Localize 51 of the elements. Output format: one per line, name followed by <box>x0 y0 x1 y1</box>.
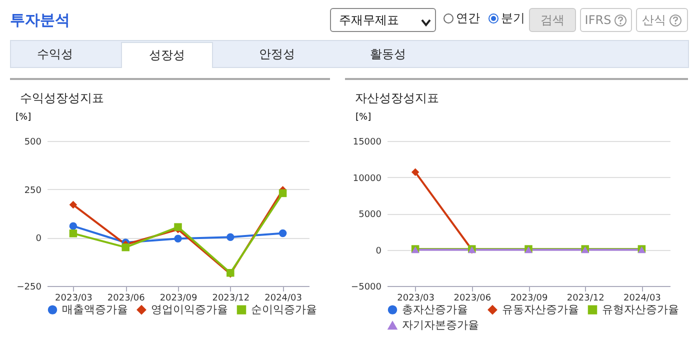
point <box>69 222 78 230</box>
y-tick-label: −5000 <box>351 282 382 292</box>
x-tick-label: 2023/12 <box>212 294 250 304</box>
x-tick-label: 2023/06 <box>454 294 492 304</box>
legend-label: 총자산증가율 <box>402 302 468 316</box>
text: 검색 <box>529 8 576 32</box>
legend-label: 자기자본증가율 <box>402 318 479 332</box>
text: 산식 <box>642 12 666 28</box>
point <box>174 223 182 231</box>
point <box>69 200 78 209</box>
y-axis-title: [%] <box>16 112 32 122</box>
y-axis-title: [%] <box>356 112 372 122</box>
point <box>69 230 78 238</box>
chart-title: 자산성장성지표 <box>355 90 439 107</box>
y-tick-label: 0 <box>376 246 382 256</box>
x-tick-label: 2023/03 <box>397 294 434 304</box>
point <box>411 168 420 176</box>
y-tick-label: 5000 <box>358 210 382 220</box>
x-tick-label: 2023/09 <box>510 294 548 304</box>
text: 투자분석 <box>10 11 70 30</box>
legend-label: 유동자산증가율 <box>502 302 579 316</box>
y-tick-label: 500 <box>24 138 42 148</box>
text: 수익성 <box>36 46 74 63</box>
y-tick-label: 0 <box>36 234 42 244</box>
legend-label: 영업이익증가율 <box>151 302 228 316</box>
y-tick-label: −250 <box>16 282 42 292</box>
y-tick-label: 250 <box>24 186 42 196</box>
text: 활동성 <box>369 46 407 63</box>
x-tick-label: 2024/03 <box>264 294 302 304</box>
chart-title: 수익성장성지표 <box>20 90 104 107</box>
x-tick-label: 2023/06 <box>107 294 146 304</box>
point <box>278 189 287 198</box>
legend-label: 유형자산증가율 <box>602 302 679 316</box>
text: 성장성 <box>121 42 213 68</box>
x-tick-label: 2023/12 <box>566 294 604 304</box>
point <box>122 243 130 252</box>
point <box>226 233 234 241</box>
y-tick-label: 15000 <box>352 138 382 148</box>
text: IFRS <box>584 13 612 27</box>
x-tick-label: 2023/09 <box>160 294 198 304</box>
point <box>174 234 182 242</box>
text: 안정성 <box>258 46 296 63</box>
y-tick-label: 10000 <box>352 174 382 184</box>
point <box>278 229 287 238</box>
text: 주재무제표 <box>339 12 399 29</box>
x-tick-label: 2024/03 <box>624 294 661 304</box>
legend-label: 매출액증가율 <box>62 302 128 316</box>
x-tick-label: 2023/03 <box>55 294 92 304</box>
legend-label: 순이익증가율 <box>251 302 317 316</box>
text: 연간 <box>456 10 480 27</box>
text: 분기 <box>501 10 525 27</box>
